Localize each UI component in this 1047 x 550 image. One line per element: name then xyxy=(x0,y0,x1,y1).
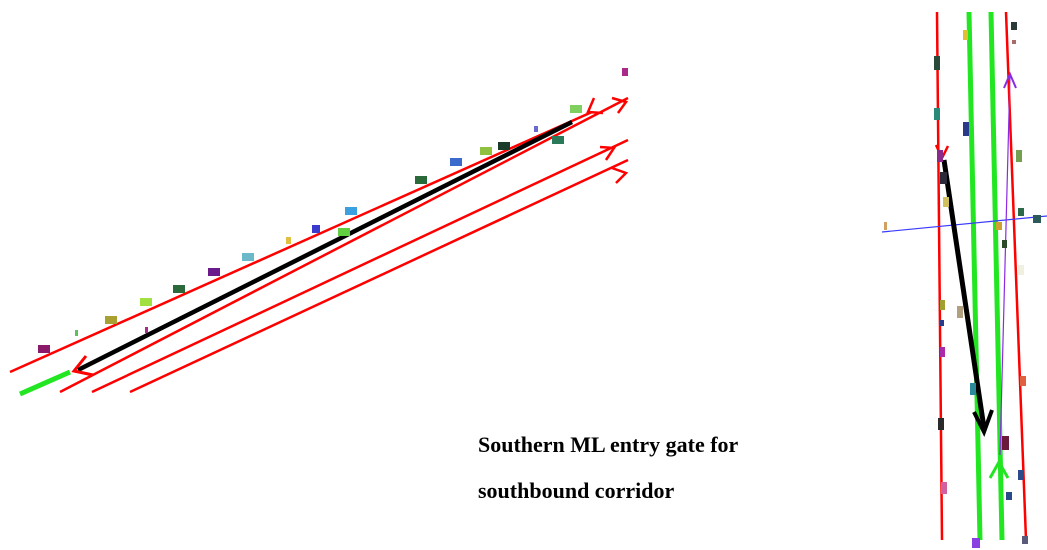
black-arrow-icon xyxy=(972,409,994,438)
purple-chevron-icon xyxy=(1003,71,1017,89)
lane-line xyxy=(59,96,629,394)
right-panel xyxy=(881,11,1047,548)
ramp-line xyxy=(988,11,1005,541)
lane-line xyxy=(129,158,629,394)
route-arrow-right xyxy=(941,159,994,438)
diagram-caption: Southern ML entry gate for southbound co… xyxy=(478,422,878,514)
lane-line xyxy=(91,138,629,394)
vehicle-markers-left xyxy=(38,68,628,353)
lane-line xyxy=(9,110,593,374)
red-chevron-icon xyxy=(586,96,629,184)
ml-marker-line xyxy=(999,74,1011,456)
green-chevron-icon xyxy=(988,458,1010,479)
left-lane-lines xyxy=(9,96,629,394)
left-ramp-line xyxy=(18,369,72,397)
route-arrow-left xyxy=(71,119,574,377)
vehicle-markers-right xyxy=(884,22,1041,548)
black-arrow-icon xyxy=(71,355,94,377)
right-lane-lines xyxy=(935,11,1028,541)
entry-gate-line xyxy=(881,215,1047,233)
ramp-line xyxy=(966,11,983,541)
caption-line-2: southbound corridor xyxy=(478,478,675,503)
right-ramp-lines xyxy=(966,11,1005,541)
caption-line-1: Southern ML entry gate for xyxy=(478,432,739,457)
left-panel xyxy=(9,68,629,397)
lane-line xyxy=(935,11,944,541)
